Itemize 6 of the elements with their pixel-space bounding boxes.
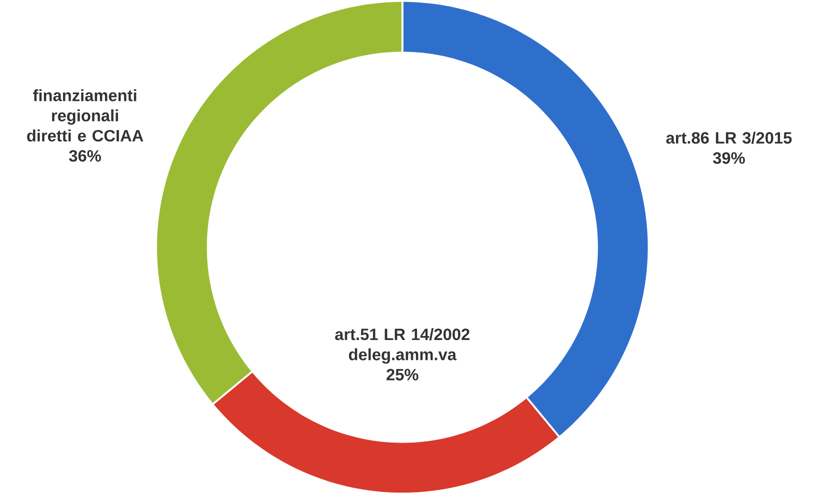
- data-label: 39%: [712, 152, 745, 164]
- data-label: 36%: [69, 150, 101, 162]
- slice-label: art.86 LR 3/2015: [666, 132, 792, 144]
- data-label: 25%: [386, 369, 418, 381]
- slice-label: art.51 LR 14/2002 deleg.amm.va: [335, 328, 470, 364]
- slice-label: finanziamenti regionali diretti e CCIAA: [27, 89, 144, 142]
